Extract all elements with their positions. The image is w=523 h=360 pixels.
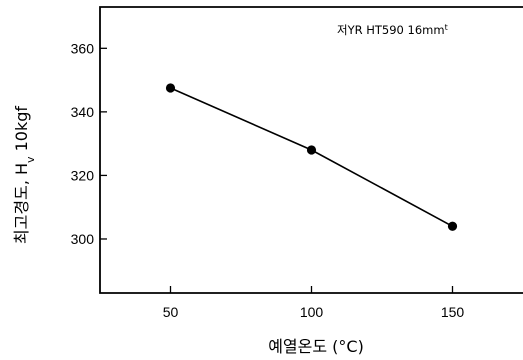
x-tick-label: 50 bbox=[163, 304, 179, 320]
y-tick-label: 320 bbox=[71, 167, 95, 183]
y-axis-label: 최고경도, Hv 10kgf bbox=[12, 106, 37, 244]
annotation-superscript: t bbox=[445, 23, 448, 32]
plot-area bbox=[165, 83, 458, 231]
annotation: 저YR HT590 16mmt bbox=[337, 23, 448, 38]
y-tick-label: 340 bbox=[71, 104, 95, 120]
data-point bbox=[447, 221, 458, 231]
x-axis-label: 예열온도 (°C) bbox=[268, 337, 364, 356]
x-tick-label: 100 bbox=[300, 304, 324, 320]
axes: 300 320 340 360 50 100 150 bbox=[71, 6, 523, 320]
y-tick-label: 360 bbox=[71, 40, 95, 56]
x-tick-label: 150 bbox=[441, 304, 465, 320]
series-line bbox=[170, 87, 453, 227]
y-axis-label-subscript: v bbox=[24, 156, 37, 163]
data-point bbox=[165, 83, 176, 93]
data-point bbox=[306, 145, 317, 155]
y-tick-label: 300 bbox=[71, 231, 95, 247]
